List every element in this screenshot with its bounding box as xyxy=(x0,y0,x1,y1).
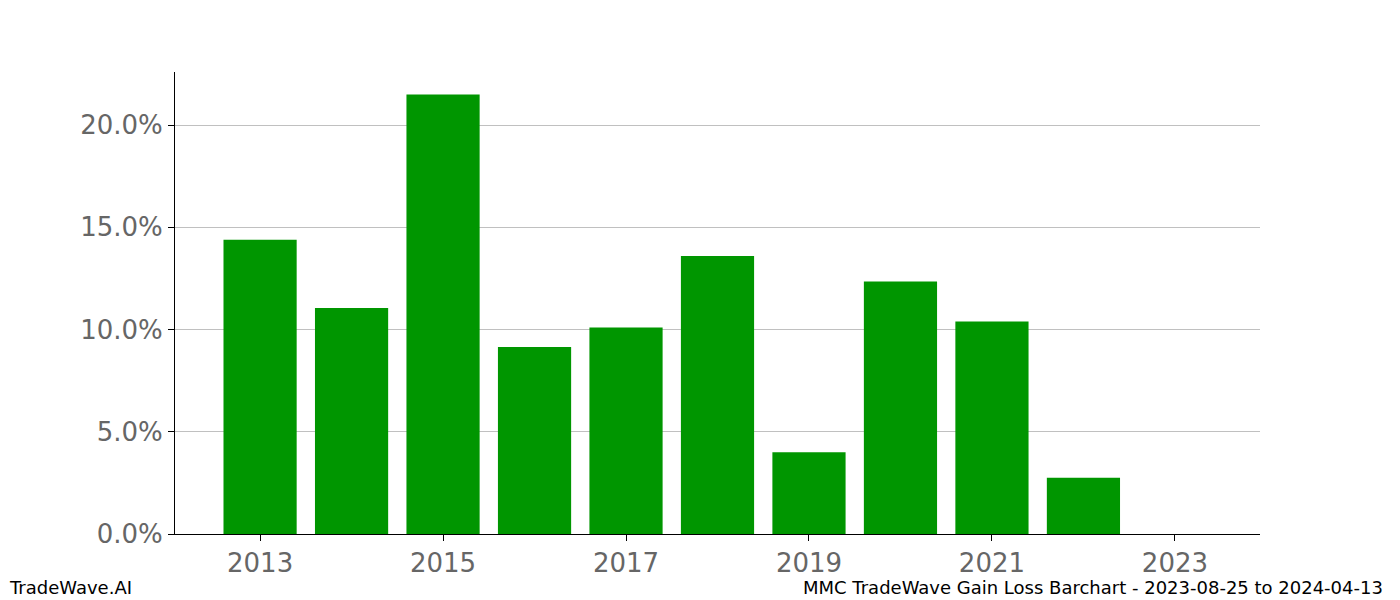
svg-text:15.0%: 15.0% xyxy=(80,212,163,242)
svg-text:2023: 2023 xyxy=(1142,548,1208,578)
svg-text:2017: 2017 xyxy=(593,548,659,578)
svg-text:2019: 2019 xyxy=(776,548,842,578)
svg-text:0.0%: 0.0% xyxy=(97,519,163,549)
svg-text:MMC TradeWave Gain Loss Barcha: MMC TradeWave Gain Loss Barchart - 2023-… xyxy=(803,577,1383,598)
svg-text:10.0%: 10.0% xyxy=(80,315,163,345)
svg-text:20.0%: 20.0% xyxy=(80,110,163,140)
svg-text:5.0%: 5.0% xyxy=(97,417,163,447)
svg-text:TradeWave.AI: TradeWave.AI xyxy=(9,577,132,598)
svg-text:2013: 2013 xyxy=(227,548,293,578)
svg-text:2021: 2021 xyxy=(959,548,1025,578)
svg-text:2015: 2015 xyxy=(410,548,476,578)
